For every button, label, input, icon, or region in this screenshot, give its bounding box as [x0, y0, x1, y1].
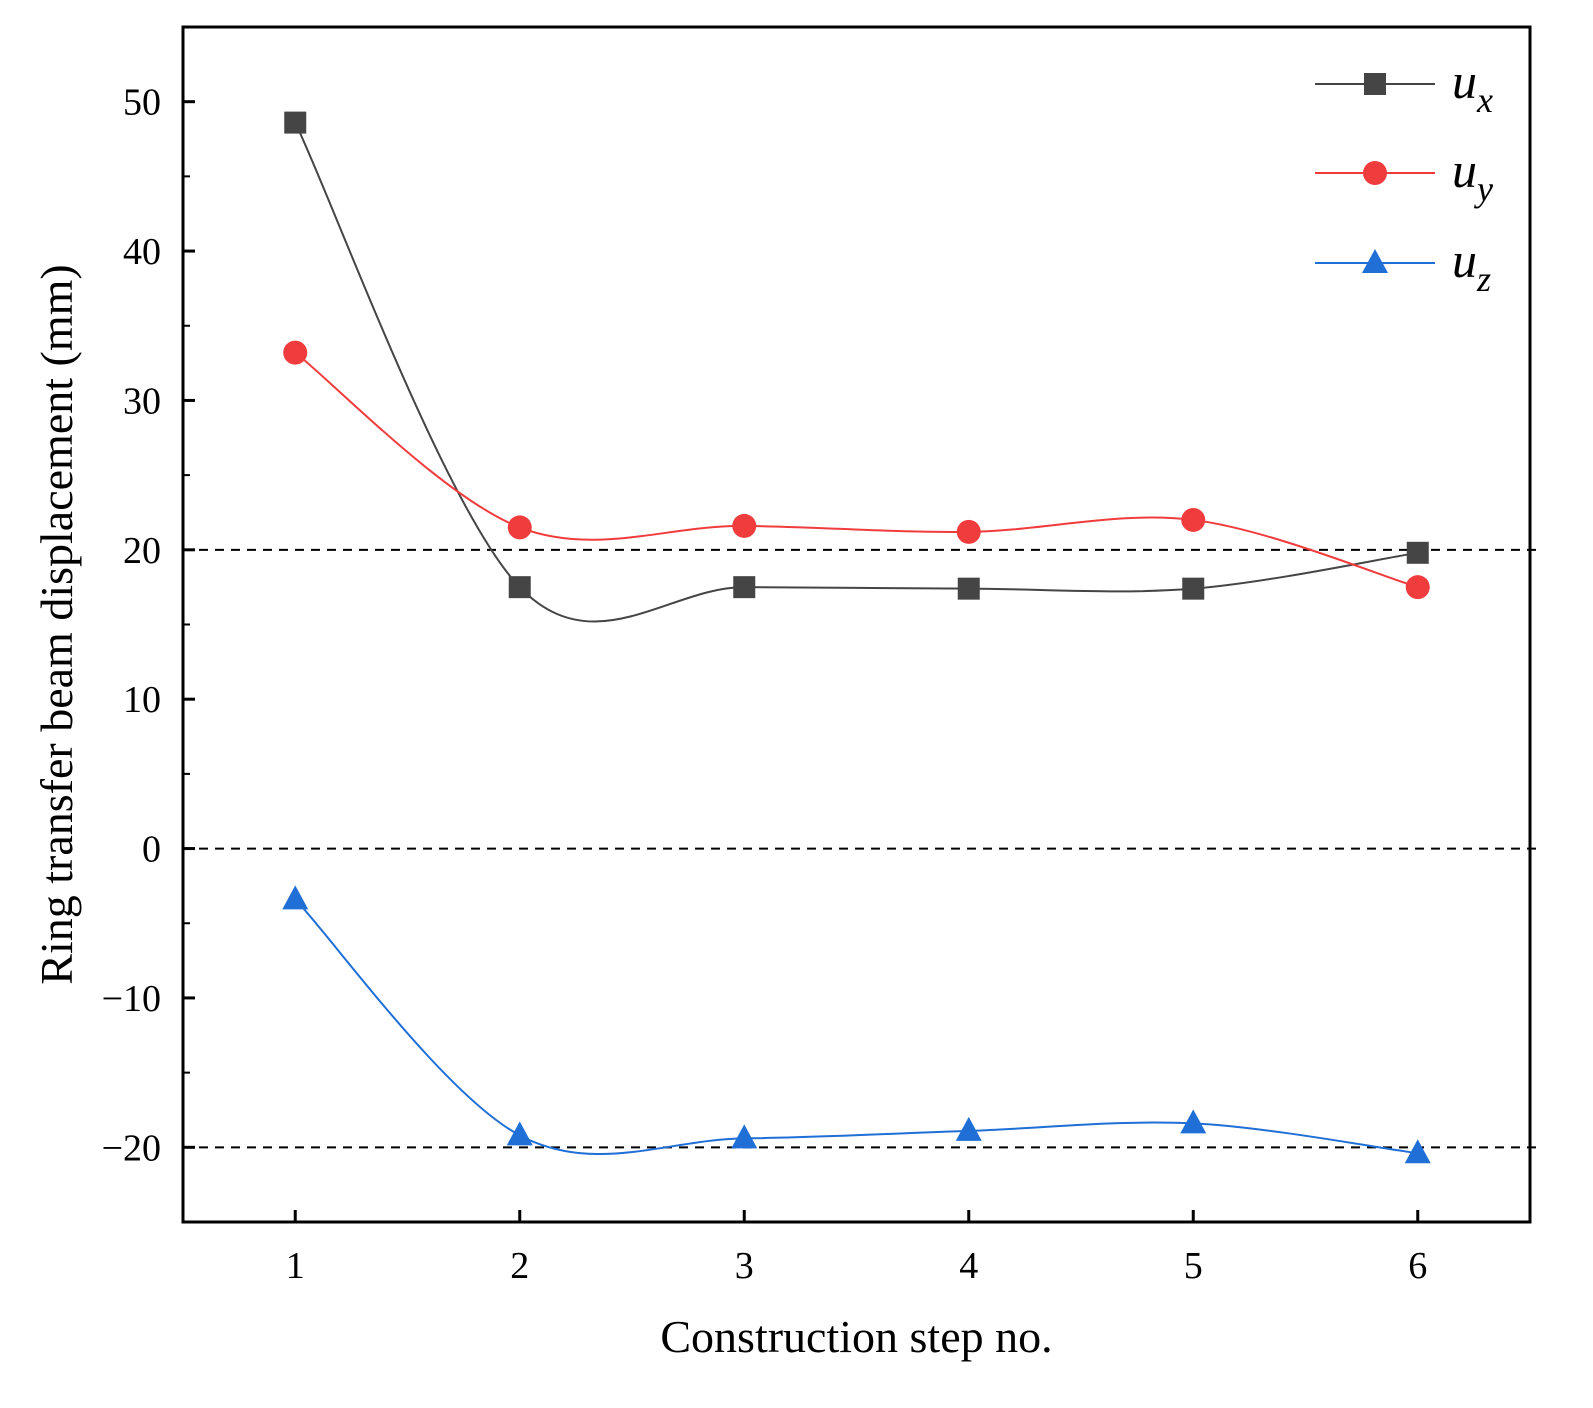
data-point-ux [284, 111, 307, 134]
data-point-ux [508, 576, 531, 599]
data-point-ux [733, 576, 756, 599]
series-line-ux [294, 122, 1418, 623]
x-tick-label: 2 [510, 1245, 529, 1287]
data-point-ux [1182, 577, 1205, 600]
y-axis-ticks: −20 −10 0 10 20 30 40 50 [102, 26, 195, 1223]
series-line-uy [294, 351, 1419, 589]
legend-marker [1362, 249, 1388, 273]
data-point-uy [1181, 507, 1206, 532]
legend-marker [1364, 73, 1386, 95]
y-tick-label: 30 [123, 380, 161, 422]
x-tick-label: 4 [959, 1245, 978, 1287]
legend-label: uy [1452, 142, 1493, 209]
data-point-uz [1180, 1109, 1207, 1134]
series-markers [282, 111, 1431, 1164]
data-point-uy [956, 519, 981, 544]
x-tick-label: 1 [286, 1245, 305, 1287]
y-tick-label: 20 [123, 530, 161, 572]
y-axis-label: Ring transfer beam displacement (mm) [31, 264, 82, 984]
y-tick-label: 10 [123, 679, 161, 721]
y-tick-label: 40 [123, 231, 161, 273]
data-point-uy [283, 340, 308, 365]
x-tick-label: 3 [735, 1245, 754, 1287]
data-point-uy [507, 515, 532, 540]
legend: ux uy uz [1315, 53, 1493, 299]
data-point-uz [1404, 1139, 1431, 1164]
legend-label: uz [1452, 232, 1491, 299]
y-tick-label: −10 [102, 978, 161, 1020]
reference-lines [183, 548, 1540, 1149]
x-tick-label: 5 [1184, 1245, 1203, 1287]
plot-frame [181, 25, 1532, 1224]
x-axis-label: Construction step no. [660, 1311, 1052, 1362]
legend-label: ux [1452, 53, 1493, 120]
y-tick-label: −20 [102, 1127, 161, 1169]
data-point-uz [731, 1124, 758, 1149]
series-lines [294, 122, 1419, 1156]
x-axis-ticks: 1 2 3 4 5 6 [286, 1210, 1427, 1287]
data-point-uz [955, 1116, 982, 1141]
data-point-ux [957, 577, 980, 600]
data-point-uy [732, 513, 757, 538]
data-point-ux [1406, 541, 1429, 564]
data-point-uy [1405, 575, 1430, 600]
y-tick-label: 50 [123, 82, 161, 124]
legend-marker [1363, 161, 1387, 185]
data-point-uz [282, 885, 309, 910]
data-point-uz [506, 1121, 533, 1146]
y-tick-label: 0 [142, 829, 161, 871]
series-line-uz [294, 898, 1418, 1156]
x-tick-label: 6 [1408, 1245, 1427, 1287]
